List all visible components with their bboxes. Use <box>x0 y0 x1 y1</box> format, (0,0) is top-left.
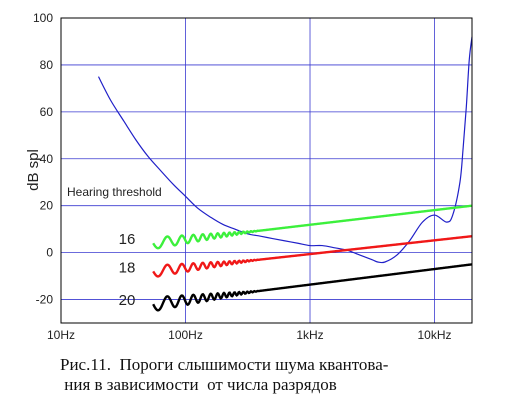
chart: 100 80 60 40 20 0 -20 10Hz 100Hz 1kHz 10kHz Hearin… <box>25 11 473 342</box>
y-tick-label: 100 <box>33 11 53 25</box>
caption-line-1: Рис.11. Пороги слышимости шума квантова- <box>60 355 389 374</box>
y-tick-label: 80 <box>40 58 54 72</box>
y-tick-label: 60 <box>40 105 54 119</box>
x-tick-label: 10kHz <box>418 328 452 342</box>
series-line-16-bit <box>152 204 473 250</box>
x-tick-label: 100Hz <box>168 328 203 342</box>
y-tick-label: 0 <box>46 246 53 260</box>
figure-caption: Рис.11. Пороги слышимости шума квантова-… <box>60 355 490 395</box>
plot-frame <box>60 17 473 324</box>
series-label-18: 18 <box>119 259 136 276</box>
x-tick-label: 1kHz <box>296 328 323 342</box>
series-line-20-bit <box>152 263 473 312</box>
x-tick-label: 10Hz <box>47 328 75 342</box>
y-tick-label: 20 <box>40 199 54 213</box>
series-layer <box>97 36 473 312</box>
y-axis-label: dB spl <box>25 149 42 191</box>
series-line-18-bit <box>152 234 473 278</box>
y-tick-label: -20 <box>36 293 54 307</box>
y-tick-label: 40 <box>40 152 54 166</box>
series-labels: 16 18 20 <box>119 231 136 309</box>
series-line-hearing-threshold <box>97 36 473 264</box>
grid <box>61 17 472 323</box>
caption-line-2: ния в зависимости от числа разрядов <box>60 375 337 394</box>
series-label-20: 20 <box>119 292 136 309</box>
annotation-hearing-threshold: Hearing threshold <box>67 185 162 199</box>
axis-ticks: 100 80 60 40 20 0 -20 10Hz 100Hz 1kHz 10kHz <box>33 11 452 342</box>
plot-background <box>61 18 472 323</box>
series-label-16: 16 <box>119 231 136 248</box>
